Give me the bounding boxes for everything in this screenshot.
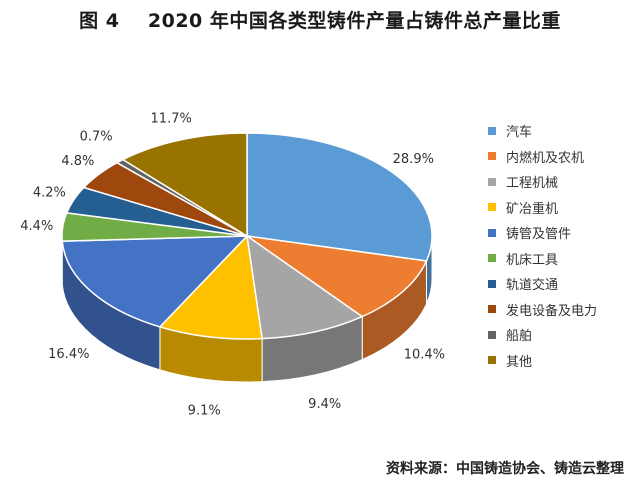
legend-label: 铸管及管件 — [506, 227, 572, 243]
legend-item-0: 汽车 — [488, 118, 597, 144]
legend-item-6: 轨道交通 — [488, 271, 597, 297]
source-note: 资料来源：中国铸造协会、铸造云整理 — [386, 461, 624, 477]
legend-label: 其他 — [506, 354, 533, 370]
legend-swatch — [488, 177, 496, 186]
data-label-0: 28.9% — [393, 152, 434, 167]
legend-swatch — [488, 356, 496, 365]
data-label-8: 0.7% — [80, 130, 113, 145]
data-label-2: 9.4% — [308, 397, 341, 412]
legend-item-3: 矿冶重机 — [488, 195, 597, 221]
legend-swatch — [488, 126, 496, 135]
legend-swatch — [488, 330, 496, 339]
legend-item-4: 铸管及管件 — [488, 220, 597, 246]
pie-slice-3 — [158, 234, 263, 340]
legend-label: 工程机械 — [506, 176, 559, 192]
legend-item-7: 发电设备及电力 — [488, 297, 597, 323]
data-label-9: 11.7% — [151, 112, 192, 127]
chart-title: 图 4 2020 年中国各类型铸件产量占铸件总产量比重 — [79, 10, 561, 32]
legend-swatch — [488, 305, 496, 314]
pie-slice-1 — [246, 235, 428, 318]
legend-label: 轨道交通 — [506, 278, 559, 294]
legend-label: 船舶 — [506, 329, 533, 345]
legend-item-8: 船舶 — [488, 322, 597, 348]
legend-label: 内燃机及农机 — [506, 150, 585, 166]
legend-swatch — [488, 228, 496, 237]
legend-label: 矿冶重机 — [506, 201, 559, 217]
legend-label: 汽车 — [506, 125, 533, 141]
data-label-1: 10.4% — [404, 348, 445, 363]
legend-item-1: 内燃机及农机 — [488, 144, 597, 170]
pie-slice-4 — [61, 235, 249, 328]
legend: 汽车内燃机及农机 工程机械矿冶重机铸管及管件机床工具轨道交通发电设备及电力 船舶其他 — [488, 118, 597, 373]
pie-labels: 28.9% 10.4% 9.4% 9.1% 16.4% 4.4% 4.2% 4.8% 0.7% 1… — [20, 112, 445, 419]
pie-slice-2 — [246, 234, 364, 340]
legend-item-5: 机床工具 — [488, 246, 597, 272]
data-label-5: 4.4% — [20, 219, 53, 234]
data-label-3: 9.1% — [188, 403, 221, 418]
pie-slice-9 — [121, 132, 248, 238]
legend-swatch — [488, 203, 496, 212]
legend-item-9: 其他 — [488, 348, 597, 374]
legend-item-2: 工程机械 — [488, 169, 597, 195]
legend-label: 发电设备及电力 — [506, 303, 598, 319]
pie-tops — [61, 132, 433, 340]
data-label-4: 16.4% — [48, 347, 89, 362]
legend-label: 机床工具 — [506, 252, 559, 268]
legend-swatch — [488, 254, 496, 263]
data-label-7: 4.8% — [61, 154, 94, 169]
data-label-6: 4.2% — [33, 186, 66, 201]
legend-swatch — [488, 152, 496, 161]
legend-swatch — [488, 279, 496, 288]
pie-slice-0 — [246, 132, 433, 262]
